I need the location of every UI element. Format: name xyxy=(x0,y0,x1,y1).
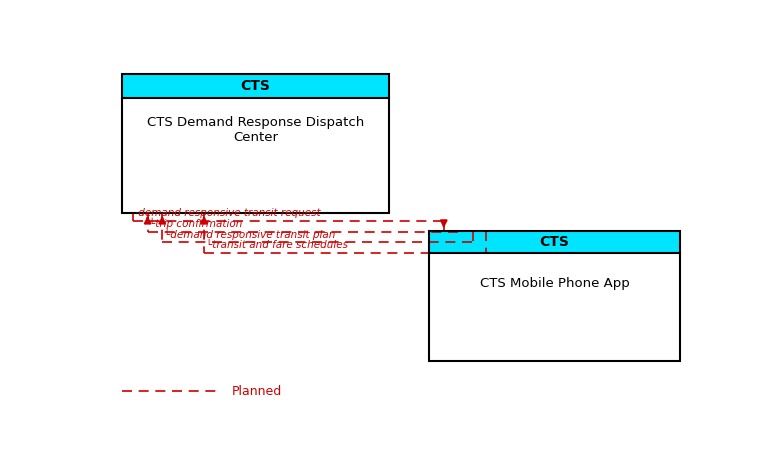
Text: └demand responsive transit plan: └demand responsive transit plan xyxy=(164,228,335,240)
Text: Planned: Planned xyxy=(232,385,282,398)
Text: CTS: CTS xyxy=(240,79,271,93)
Bar xyxy=(122,74,389,213)
Text: CTS: CTS xyxy=(539,235,569,249)
Text: CTS Demand Response Dispatch
Center: CTS Demand Response Dispatch Center xyxy=(147,116,364,144)
Bar xyxy=(428,231,680,361)
Bar xyxy=(122,74,389,98)
Bar xyxy=(428,231,680,253)
Text: └trip confirmation: └trip confirmation xyxy=(150,218,243,229)
Text: └transit and fare schedules: └transit and fare schedules xyxy=(206,241,348,250)
Text: CTS Mobile Phone App: CTS Mobile Phone App xyxy=(480,277,630,290)
Text: ·demand responsive transit request: ·demand responsive transit request xyxy=(135,208,320,218)
